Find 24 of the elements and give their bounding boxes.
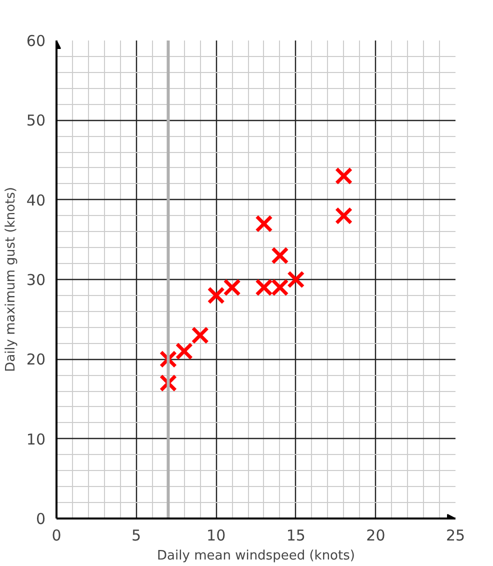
point xyxy=(207,286,225,304)
x-tick-label: 25 xyxy=(446,526,466,544)
x-axis-title: Daily mean windspeed (knots) xyxy=(157,548,355,564)
y-tick-label: 0 xyxy=(36,510,46,528)
point xyxy=(287,270,305,288)
point xyxy=(191,326,209,344)
point xyxy=(175,342,193,360)
y-tick-label: 60 xyxy=(26,32,46,50)
x-tick-label: 20 xyxy=(366,526,386,544)
point xyxy=(334,167,353,185)
y-tick-label: 50 xyxy=(26,112,46,130)
y-tick-label: 30 xyxy=(26,271,46,289)
point xyxy=(334,206,353,225)
point xyxy=(271,246,289,264)
x-tick-label: 0 xyxy=(52,526,62,544)
y-tick-label: 10 xyxy=(26,430,46,448)
y-tick-label: 20 xyxy=(26,350,46,369)
y-axis-title: Daily maximum gust (knots) xyxy=(3,187,18,372)
x-tick-label: 5 xyxy=(132,526,142,544)
y-tick-label: 40 xyxy=(26,191,46,210)
x-tick-label: 10 xyxy=(206,526,226,544)
point xyxy=(223,278,241,296)
x-tick-label: 15 xyxy=(286,526,306,544)
point xyxy=(255,214,273,233)
